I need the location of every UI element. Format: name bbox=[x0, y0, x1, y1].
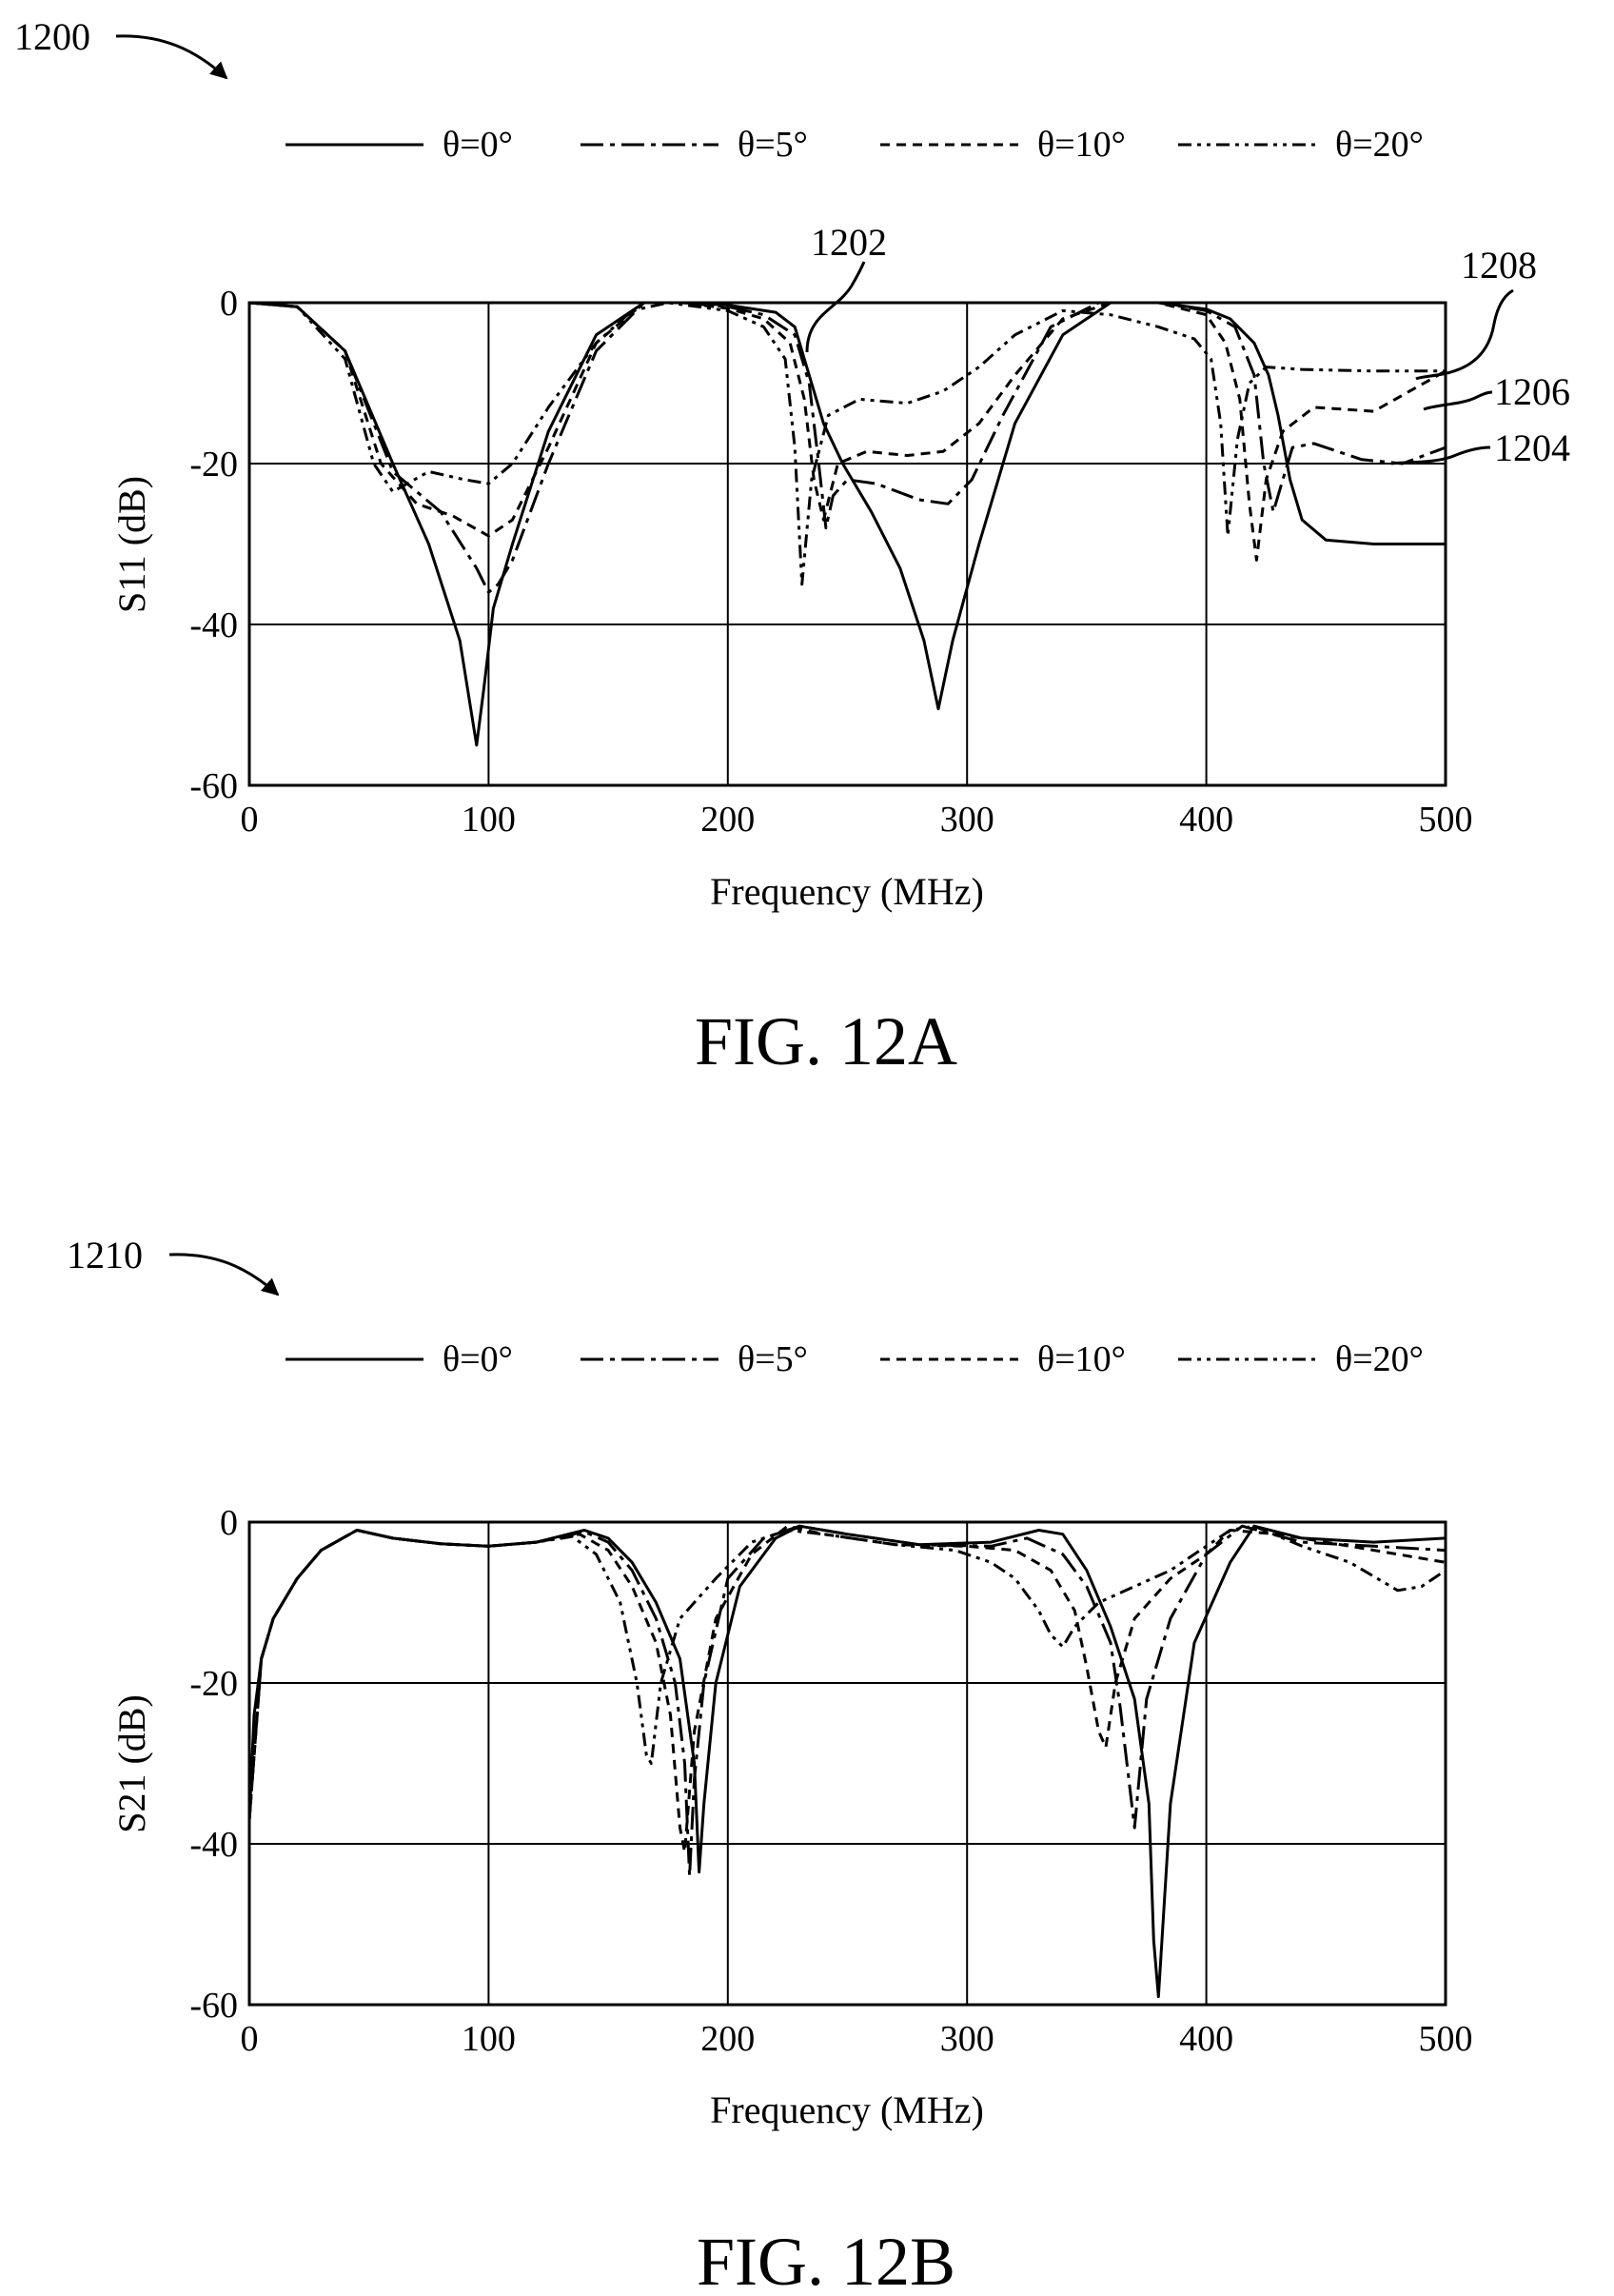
ref-arrow-1210 bbox=[168, 1253, 280, 1296]
series-line-b-0 bbox=[249, 1524, 1446, 1999]
x-tick-label: 100 bbox=[462, 800, 516, 840]
plot-series-b bbox=[249, 1524, 1446, 1999]
series-line-a-1 bbox=[249, 303, 1446, 594]
y-tick-label: 0 bbox=[220, 284, 238, 324]
legend-label-b-1: θ=5° bbox=[738, 1339, 808, 1379]
y-tick-label: -20 bbox=[189, 445, 238, 485]
callout-1208: 1208 bbox=[1461, 244, 1537, 287]
x-tick-label: 100 bbox=[462, 2019, 516, 2059]
x-tick-label: 200 bbox=[700, 2019, 755, 2059]
series-line-b-3 bbox=[249, 1524, 1446, 1820]
y-tick-label: -40 bbox=[189, 1825, 238, 1865]
legend-label-a-0: θ=0° bbox=[443, 125, 513, 165]
callout-1206: 1206 bbox=[1494, 370, 1570, 413]
ref-label-1200: 1200 bbox=[14, 15, 90, 58]
x-tick-label: 300 bbox=[940, 2019, 994, 2059]
y-axis-label-b: S21 (dB) bbox=[110, 1694, 153, 1833]
callout-line-1208 bbox=[1415, 288, 1514, 381]
series-line-a-2 bbox=[249, 303, 1446, 562]
ref-label-1210: 1210 bbox=[67, 1234, 143, 1277]
legend-label-b-0: θ=0° bbox=[443, 1339, 513, 1379]
plot-series-a bbox=[249, 303, 1446, 747]
figure-caption-b: FIG. 12B bbox=[697, 2224, 955, 2296]
x-tick-label: 200 bbox=[700, 800, 755, 840]
y-axis-label-a: S11 (dB) bbox=[110, 476, 153, 613]
tick-labels-b: 0 100 200 300 400 500 0 -20 -40 -60 bbox=[189, 1503, 1472, 2059]
figure-12a: 1200 θ=0° θ=5° θ=10° θ=20° 0 100 200 300 400 500… bbox=[14, 15, 1570, 1079]
grid-b bbox=[249, 1522, 1446, 2005]
callout-line-1206 bbox=[1423, 390, 1493, 411]
y-tick-label: -20 bbox=[189, 1664, 238, 1704]
legend-label-b-3: θ=20° bbox=[1335, 1339, 1424, 1379]
y-tick-label: 0 bbox=[220, 1503, 238, 1543]
legend-label-b-2: θ=10° bbox=[1037, 1339, 1126, 1379]
x-tick-label: 500 bbox=[1419, 800, 1473, 840]
callout-1204: 1204 bbox=[1494, 426, 1570, 469]
x-tick-label: 0 bbox=[241, 2019, 259, 2059]
legend-label-a-2: θ=10° bbox=[1037, 125, 1126, 165]
callout-1202: 1202 bbox=[811, 221, 887, 264]
x-tick-label: 400 bbox=[1179, 2019, 1233, 2059]
x-tick-label: 400 bbox=[1179, 800, 1233, 840]
callout-line-1204 bbox=[1390, 445, 1491, 465]
x-axis-label-b: Frequency (MHz) bbox=[710, 2088, 984, 2131]
tick-labels-a: 0 100 200 300 400 500 0 -20 -40 -60 bbox=[189, 284, 1472, 840]
legend-a: θ=0° θ=5° θ=10° θ=20° bbox=[285, 125, 1424, 165]
series-line-b-1 bbox=[249, 1524, 1446, 1878]
callout-line-1202 bbox=[805, 261, 866, 353]
legend-label-a-1: θ=5° bbox=[738, 125, 808, 165]
x-axis-label-a: Frequency (MHz) bbox=[710, 870, 984, 913]
plot-frame-b bbox=[247, 1520, 1447, 2007]
y-tick-label: -60 bbox=[189, 1986, 238, 2026]
ref-arrow-1200 bbox=[115, 34, 228, 80]
figure-12b: 1210 θ=0° θ=5° θ=10° θ=20° 0 100 200 300 400 500… bbox=[67, 1234, 1473, 2296]
series-line-b-2 bbox=[249, 1524, 1446, 1853]
plot-frame-a bbox=[247, 301, 1447, 787]
series-line-a-3 bbox=[249, 303, 1446, 586]
figure-caption-a: FIG. 12A bbox=[695, 1003, 957, 1079]
legend-b: θ=0° θ=5° θ=10° θ=20° bbox=[285, 1339, 1424, 1379]
legend-label-a-3: θ=20° bbox=[1335, 125, 1424, 165]
x-tick-label: 300 bbox=[940, 800, 994, 840]
series-line-a-0 bbox=[249, 303, 1446, 747]
x-tick-label: 500 bbox=[1419, 2019, 1473, 2059]
y-tick-label: -40 bbox=[189, 605, 238, 645]
y-tick-label: -60 bbox=[189, 766, 238, 806]
x-tick-label: 0 bbox=[241, 800, 259, 840]
